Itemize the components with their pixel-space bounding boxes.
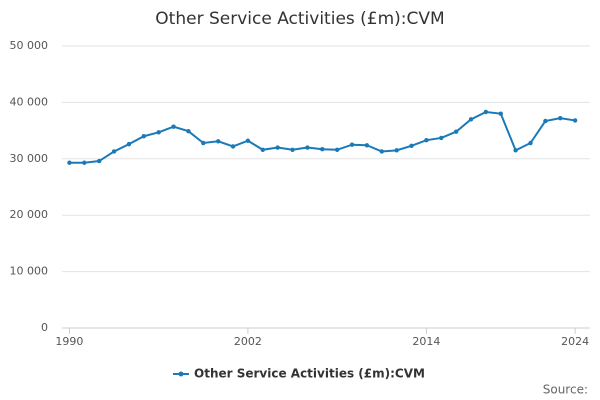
x-tick-label: 2002 [234,335,262,348]
point [468,117,474,122]
point [379,149,384,154]
y-tick-label: 40 000 [10,95,49,108]
point [67,160,72,165]
y-tick-label: 50 000 [10,39,49,52]
x-tick-label: 1990 [55,335,83,348]
point [111,149,117,154]
point [96,158,102,164]
point [349,142,355,147]
chart-title: Other Service Activities (£m):CVM [155,9,444,29]
y-tick-label: 0 [41,321,48,334]
y-tick-label: 20 000 [10,208,49,221]
x-tick-label: 2024 [561,335,589,348]
point [186,128,191,134]
point [572,118,578,123]
point [424,137,429,143]
point [245,138,251,143]
point [513,148,518,153]
source: Source: [543,383,588,397]
point [320,147,325,152]
point [305,145,310,150]
point [275,145,280,150]
point [141,134,147,139]
point [156,130,161,135]
point [558,115,563,121]
point [364,143,370,148]
point [543,118,548,124]
point [201,140,206,146]
point [483,109,489,115]
point [126,141,132,147]
point [215,139,221,144]
legend-marker [178,371,184,377]
point [453,129,459,134]
point [171,124,176,129]
point [498,111,503,116]
x-tick-label: 2014 [412,335,440,348]
point [409,143,414,149]
legend-label: Other Service Activities (£m):CVM [194,367,425,381]
point [334,147,340,152]
point [230,144,236,149]
point [394,148,399,153]
point [82,160,87,165]
point [260,147,265,152]
point [439,135,444,141]
point [528,140,533,146]
point [290,147,295,152]
y-tick-label: 30 000 [10,152,49,165]
y-tick-label: 10 000 [10,265,49,278]
